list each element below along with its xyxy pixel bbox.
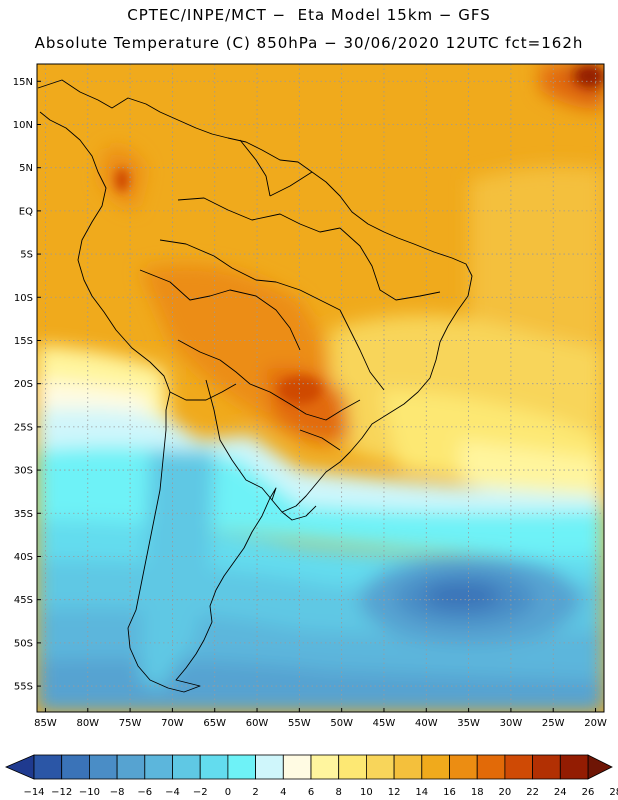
lat-label: 25S <box>14 422 33 433</box>
longitude-labels: 85W 80W 75W 70W 65W 60W 55W 50W 45W 40W 35W 30W 25W 2… <box>34 708 607 729</box>
colorbar-label: −14 <box>23 787 44 798</box>
map-frame <box>36 63 605 713</box>
colorbar-box <box>532 754 561 780</box>
colorbar-box <box>89 754 118 780</box>
colorbar-box <box>172 754 201 780</box>
colorbar-label: 20 <box>499 787 512 798</box>
colorbar-label: −6 <box>137 787 152 798</box>
lon-label: 30W <box>500 718 523 729</box>
colorbar-label: 8 <box>336 787 342 798</box>
colorbar-box <box>449 754 478 780</box>
lat-label: 20S <box>14 379 33 390</box>
colorbar-box <box>365 754 395 780</box>
lat-label: 45S <box>14 595 33 606</box>
colorbar-box <box>504 754 533 780</box>
lon-label: 40W <box>415 718 438 729</box>
lon-label: 50W <box>330 718 353 729</box>
lon-label: 80W <box>76 718 99 729</box>
colorbar-box <box>144 754 173 780</box>
colorbar-box <box>199 754 229 780</box>
colorbar-box <box>282 754 312 780</box>
lat-label: 30S <box>14 466 33 477</box>
map-title: CPTEC/INPE/MCT − Eta Model 15km − GFS <box>127 6 491 24</box>
colorbar-label: 26 <box>582 787 595 798</box>
lon-label: 65W <box>203 718 226 729</box>
temperature-field <box>37 64 604 712</box>
colorbar-min-arrow <box>4 754 35 780</box>
colorbar-label: 4 <box>280 787 286 798</box>
lat-label: 10S <box>14 293 33 304</box>
colorbar-label: −10 <box>79 787 100 798</box>
colorbar-label: 6 <box>308 787 314 798</box>
colorbar-label: −4 <box>165 787 180 798</box>
lon-label: 55W <box>288 718 311 729</box>
colorbar-box <box>476 754 506 780</box>
colorbar-label: −12 <box>51 787 72 798</box>
colorbar-box <box>310 754 340 780</box>
colorbar-label: −2 <box>193 787 208 798</box>
lon-label: 70W <box>161 718 184 729</box>
colorbar-box <box>338 754 367 780</box>
colorbar-box <box>255 754 284 780</box>
graticule <box>37 64 604 712</box>
colorbar-label: 18 <box>471 787 484 798</box>
colorbar-box <box>393 754 423 780</box>
lon-label: 20W <box>584 718 607 729</box>
lat-label: 10N <box>13 120 33 131</box>
colorbar-box <box>227 754 256 780</box>
colorbar-label: 12 <box>388 787 401 798</box>
coastline <box>37 79 473 693</box>
colorbar-label: 10 <box>360 787 373 798</box>
colorbar-max-arrow <box>587 754 613 780</box>
lat-label: 50S <box>14 638 33 649</box>
colorbar-label: −8 <box>110 787 125 798</box>
colorbar-label: 24 <box>554 787 567 798</box>
colorbar-box <box>559 754 589 780</box>
lat-label: EQ <box>19 206 33 217</box>
lat-label: 5S <box>20 250 33 261</box>
lon-label: 25W <box>542 718 565 729</box>
lat-label: 15N <box>13 77 33 88</box>
lat-label: 15S <box>14 336 33 347</box>
colorbar-label: 22 <box>526 787 539 798</box>
lon-label: 35W <box>457 718 480 729</box>
colorbar-box <box>33 754 63 780</box>
colorbar-box <box>116 754 146 780</box>
lat-label: 55S <box>14 682 33 693</box>
lat-label: 40S <box>14 552 33 563</box>
map-subtitle: Absolute Temperature (C) 850hPa − 30/06/… <box>34 34 584 52</box>
lat-label: 5N <box>19 163 33 174</box>
colorbar-label: 28 <box>609 787 618 798</box>
colorbar-label: 2 <box>252 787 258 798</box>
colorbar-box <box>61 754 90 780</box>
colorbar-box <box>421 754 450 780</box>
lon-label: 45W <box>373 718 396 729</box>
lon-label: 85W <box>34 718 57 729</box>
lon-label: 60W <box>246 718 269 729</box>
lon-label: 75W <box>119 718 142 729</box>
colorbar-label: 14 <box>415 787 428 798</box>
colorbar-label: 16 <box>443 787 456 798</box>
lat-label: 35S <box>14 509 33 520</box>
colorbar-label: 0 <box>225 787 231 798</box>
latitude-labels: 15N 10N 5N EQ 5S 10S 15S 20S 25S 30S 35S 40S 45S 50S 5… <box>13 77 41 693</box>
